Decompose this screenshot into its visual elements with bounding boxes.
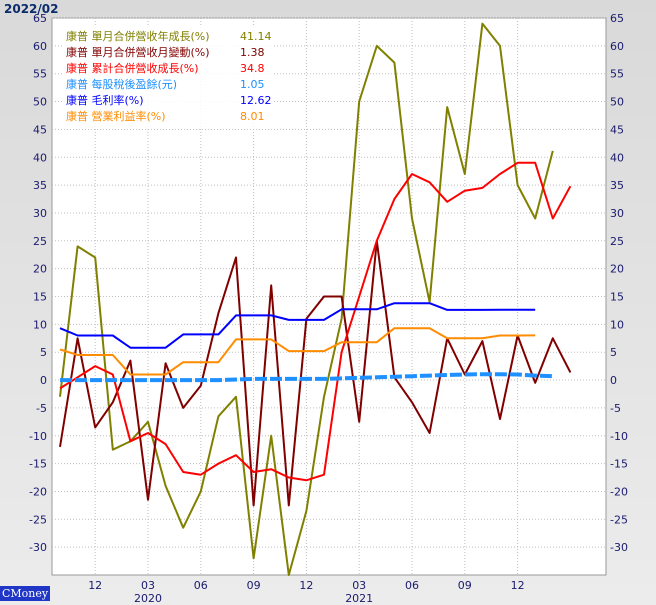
x-tick-label: 06 [405, 579, 419, 592]
y-tick-label-left: -10 [29, 430, 47, 443]
legend-series-name: 康普 每股稅後盈餘(元) [66, 77, 177, 91]
y-tick-label-left: 65 [33, 12, 47, 25]
y-tick-label-left: 10 [33, 318, 47, 331]
y-tick-label-left: 60 [33, 40, 47, 53]
y-tick-label-left: 0 [40, 374, 47, 387]
y-tick-label-left: 15 [33, 291, 47, 304]
legend-series-name: 康普 累計合併營收成長(%) [66, 61, 199, 75]
y-tick-label-left: 35 [33, 179, 47, 192]
legend-series-value: 41.14 [240, 30, 272, 43]
y-tick-label-left: 30 [33, 207, 47, 220]
y-tick-label-right: -15 [610, 458, 628, 471]
y-tick-label-right: 45 [610, 123, 624, 136]
y-tick-label-right: -30 [610, 541, 628, 554]
x-tick-label: 06 [194, 579, 208, 592]
y-tick-label-left: 45 [33, 123, 47, 136]
x-tick-label: 03 [141, 579, 155, 592]
y-tick-label-right: -10 [610, 430, 628, 443]
y-tick-label-left: -20 [29, 485, 47, 498]
y-tick-label-left: -30 [29, 541, 47, 554]
y-tick-label-left: 40 [33, 151, 47, 164]
x-year-label: 2020 [134, 592, 162, 605]
legend-series-name: 康普 營業利益率(%) [66, 109, 166, 123]
y-tick-label-right: 40 [610, 151, 624, 164]
series-line [59, 327, 536, 376]
legend-series-name: 康普 單月合併營收月變動(%) [66, 45, 210, 59]
legend-series-name: 康普 單月合併營收年成長(%) [66, 29, 210, 43]
y-tick-label-right: 50 [610, 96, 624, 109]
x-year-label: 2021 [345, 592, 373, 605]
y-tick-label-right: 35 [610, 179, 624, 192]
y-tick-label-left: 5 [40, 346, 47, 359]
y-tick-label-left: -15 [29, 458, 47, 471]
y-tick-label-right: -5 [610, 402, 621, 415]
y-tick-label-right: -25 [610, 513, 628, 526]
y-tick-label-left: -25 [29, 513, 47, 526]
legend-series-value: 34.8 [240, 62, 265, 75]
y-tick-label-right: -20 [610, 485, 628, 498]
series-line [59, 22, 554, 576]
y-tick-label-right: 10 [610, 318, 624, 331]
y-tick-label-right: 65 [610, 12, 624, 25]
x-tick-label: 12 [88, 579, 102, 592]
x-tick-label: 09 [247, 579, 261, 592]
legend-series-value: 1.38 [240, 46, 265, 59]
legend-box [62, 27, 272, 129]
y-tick-label-right: 30 [610, 207, 624, 220]
legend-series-value: 12.62 [240, 94, 272, 107]
x-tick-label: 12 [511, 579, 525, 592]
y-tick-label-right: 55 [610, 68, 624, 81]
y-tick-label-right: 60 [610, 40, 624, 53]
y-tick-label-left: 25 [33, 235, 47, 248]
y-tick-label-left: -5 [36, 402, 47, 415]
x-tick-label: 12 [299, 579, 313, 592]
series-line [59, 239, 572, 507]
brand-label: CMoney [0, 586, 51, 601]
legend-series-value: 8.01 [240, 110, 265, 123]
y-tick-label-right: 15 [610, 291, 624, 304]
x-tick-label: 09 [458, 579, 472, 592]
y-tick-label-right: 20 [610, 263, 624, 276]
legend-series-name: 康普 毛利率(%) [66, 93, 144, 107]
y-tick-label-right: 5 [610, 346, 617, 359]
y-tick-label-right: 25 [610, 235, 624, 248]
series-line [59, 161, 572, 482]
legend-series-value: 1.05 [240, 78, 265, 91]
y-tick-label-left: 50 [33, 96, 47, 109]
y-tick-label-right: 0 [610, 374, 617, 387]
y-tick-label-left: 20 [33, 263, 47, 276]
x-tick-label: 03 [352, 579, 366, 592]
date-label: 2022/02 [4, 2, 59, 16]
series-line [59, 302, 536, 349]
y-tick-label-left: 55 [33, 68, 47, 81]
series-line [60, 372, 553, 383]
